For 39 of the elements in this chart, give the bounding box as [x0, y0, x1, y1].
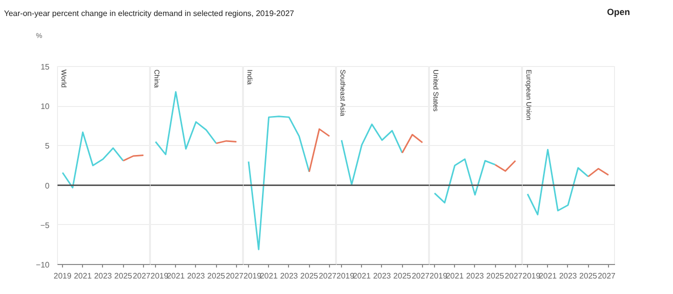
x-tick-label: 2021 [166, 272, 186, 280]
y-tick-label: 15 [40, 62, 50, 72]
x-tick-label: 2027 [318, 272, 338, 280]
chart-title: Year-on-year percent change in electricity demand in selected regions, 2019-2027 [4, 8, 294, 20]
x-tick-label: 2025 [579, 272, 598, 280]
x-tick-label: 2023 [187, 272, 206, 280]
x-tick-label: 2027 [598, 272, 616, 280]
y-tick-label: 0 [45, 181, 50, 190]
x-tick-label: 2027 [412, 272, 430, 280]
x-tick-label: 2025 [114, 272, 133, 280]
x-tick-label: 2021 [538, 272, 558, 280]
x-tick-label: 2019 [336, 272, 355, 280]
x-tick-label: 2019 [244, 272, 262, 280]
x-tick-label: 2021 [260, 272, 278, 280]
x-tick-label: 2025 [486, 272, 505, 280]
y-tick-label: −10 [36, 260, 50, 270]
x-tick-label: 2023 [466, 272, 484, 280]
x-tick-label: 2025 [207, 272, 226, 280]
x-tick-label: 2027 [504, 272, 524, 280]
x-tick-label: 2019 [150, 272, 169, 280]
x-tick-label: 2019 [522, 272, 541, 280]
y-tick-label: 5 [45, 142, 50, 151]
x-tick-label: 2025 [393, 272, 412, 280]
x-tick-label: 2023 [280, 272, 298, 280]
x-tick-label: 2025 [300, 272, 319, 280]
x-tick-label: 2019 [430, 272, 448, 280]
x-tick-label: 2019 [54, 272, 72, 280]
x-tick-label: 2023 [559, 272, 578, 280]
x-tick-label: 2023 [373, 272, 392, 280]
x-tick-label: 2021 [74, 272, 92, 280]
x-tick-label: 2027 [132, 272, 152, 280]
x-tick-label: 2021 [352, 272, 372, 280]
x-tick-label: 2021 [446, 272, 464, 280]
y-tick-label: −5 [40, 220, 50, 230]
y-tick-label: 10 [40, 102, 50, 112]
x-tick-label: 2027 [226, 272, 244, 280]
text: Open [606, 6, 630, 19]
line-series [62, 131, 124, 188]
x-tick-label: 2023 [94, 272, 112, 280]
